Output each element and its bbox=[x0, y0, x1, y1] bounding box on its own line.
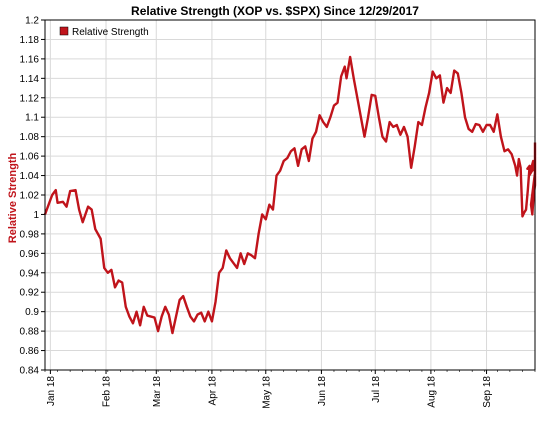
y-axis-ticks: 0.84 0.86 0.88 0.9 0.92 0.94 0.96 0.98 1 1.02 1.04… bbox=[20, 16, 45, 377]
y-tick-label: 0.98 bbox=[20, 229, 40, 240]
x-tick-label: Aug 18 bbox=[426, 376, 437, 408]
y-tick-label: 1.16 bbox=[20, 54, 40, 65]
legend-label: Relative Strength bbox=[72, 27, 149, 38]
x-tick-label: Mar 18 bbox=[152, 376, 163, 408]
x-tick-label: Apr 18 bbox=[207, 376, 218, 406]
x-tick-label: Jul 18 bbox=[371, 376, 382, 403]
x-tick-label: Feb 18 bbox=[102, 376, 113, 408]
y-tick-label: 0.92 bbox=[20, 288, 40, 299]
x-axis-ticks: Jan 18 Feb 18 Mar 18 Apr 18 May 18 Jun 18 Jul … bbox=[44, 370, 536, 409]
y-tick-label: 1.02 bbox=[20, 191, 40, 202]
series-line-relative-strength bbox=[43, 55, 537, 335]
y-tick-label: 1.1 bbox=[25, 113, 39, 124]
y-tick-label: 1.2 bbox=[25, 16, 39, 27]
legend: Relative Strength bbox=[59, 26, 149, 38]
y-tick-label: 1 bbox=[33, 210, 39, 221]
y-tick-label: 0.84 bbox=[20, 366, 40, 377]
y-tick-label: 1.18 bbox=[20, 35, 40, 46]
y-tick-label: 0.94 bbox=[20, 268, 40, 279]
chart-title: Relative Strength (XOP vs. $SPX) Since 1… bbox=[131, 4, 419, 18]
y-tick-label: 0.88 bbox=[20, 327, 40, 338]
x-tick-label: May 18 bbox=[261, 376, 272, 409]
y-tick-label: 0.96 bbox=[20, 249, 40, 260]
plot-frame bbox=[44, 19, 536, 371]
x-tick-label: Jan 18 bbox=[46, 376, 57, 406]
y-tick-label: 1.04 bbox=[20, 171, 40, 182]
y-tick-label: 1.12 bbox=[20, 93, 40, 104]
x-tick-label: Sep 18 bbox=[482, 376, 493, 408]
y-tick-label: 1.08 bbox=[20, 132, 40, 143]
y-tick-label: 1.06 bbox=[20, 152, 40, 163]
y-tick-label: 1.14 bbox=[20, 74, 40, 85]
y-tick-label: 0.9 bbox=[25, 307, 39, 318]
legend-swatch bbox=[59, 26, 69, 36]
x-tick-label: Jun 18 bbox=[317, 376, 328, 406]
y-tick-label: 0.86 bbox=[20, 346, 40, 357]
